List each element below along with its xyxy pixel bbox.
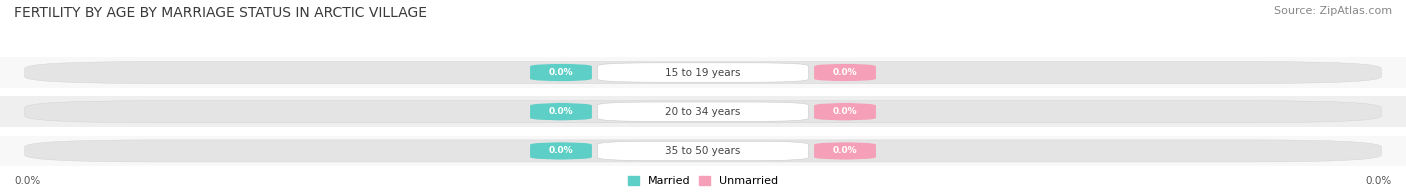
FancyBboxPatch shape [25,140,1381,162]
Bar [0,136,1406,166]
FancyBboxPatch shape [530,64,592,81]
Bar [0,57,1406,88]
FancyBboxPatch shape [814,103,876,121]
Text: 0.0%: 0.0% [832,68,858,77]
FancyBboxPatch shape [598,63,808,82]
FancyBboxPatch shape [25,62,1381,83]
Legend: Married, Unmarried: Married, Unmarried [623,171,783,191]
Bar [0,96,1406,127]
Text: 0.0%: 0.0% [832,146,858,155]
FancyBboxPatch shape [530,103,592,121]
FancyBboxPatch shape [530,142,592,160]
FancyBboxPatch shape [598,141,808,161]
Text: 35 to 50 years: 35 to 50 years [665,146,741,156]
Text: 15 to 19 years: 15 to 19 years [665,67,741,78]
FancyBboxPatch shape [814,142,876,160]
FancyBboxPatch shape [814,64,876,81]
Text: 0.0%: 0.0% [548,146,574,155]
Text: Source: ZipAtlas.com: Source: ZipAtlas.com [1274,6,1392,16]
Text: 0.0%: 0.0% [548,68,574,77]
Text: 0.0%: 0.0% [548,107,574,116]
Text: 20 to 34 years: 20 to 34 years [665,107,741,117]
Text: FERTILITY BY AGE BY MARRIAGE STATUS IN ARCTIC VILLAGE: FERTILITY BY AGE BY MARRIAGE STATUS IN A… [14,6,427,20]
Text: 0.0%: 0.0% [14,176,41,186]
Text: 0.0%: 0.0% [832,107,858,116]
Text: 0.0%: 0.0% [1365,176,1392,186]
FancyBboxPatch shape [598,102,808,121]
FancyBboxPatch shape [25,101,1381,123]
